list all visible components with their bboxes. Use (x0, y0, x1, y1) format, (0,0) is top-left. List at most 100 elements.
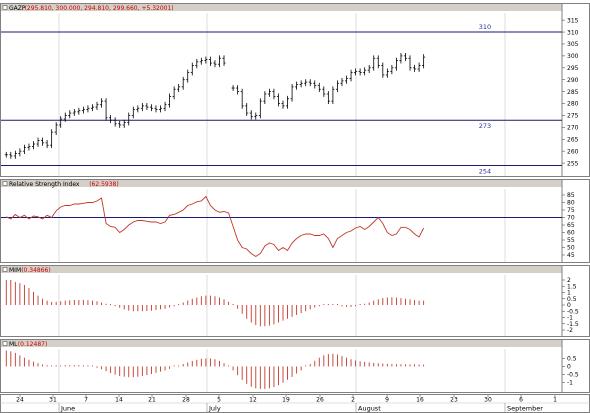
price-bar (45, 139, 49, 149)
month-label: August (358, 405, 381, 413)
x-tick-label: 23 (450, 397, 458, 404)
price-bar (245, 103, 249, 116)
price-bar (399, 53, 403, 64)
price-bar (163, 101, 167, 112)
price-bar (403, 53, 407, 62)
price-bar (9, 151, 13, 159)
month-label: September (507, 405, 543, 413)
pane-frame (0, 3, 590, 177)
price-bar (122, 119, 126, 128)
y-tick-label: 305 (567, 41, 579, 48)
price-bar (86, 105, 90, 113)
price-bar (217, 55, 221, 68)
y-tick-label: 310 (567, 29, 579, 36)
x-tick-label: 30 (484, 397, 492, 404)
price-bar (340, 78, 344, 87)
price-bar (4, 151, 8, 158)
price-bar (345, 75, 349, 84)
price-bar (276, 93, 280, 107)
x-tick-label: 7 (84, 397, 88, 404)
price-bar (145, 103, 149, 110)
y-tick-label: 60 (567, 230, 575, 237)
y-tick-label: 1.5 (567, 283, 577, 290)
price-bar (363, 67, 367, 76)
y-tick-label: 285 (567, 89, 579, 96)
price-bar (335, 80, 339, 93)
x-tick-label: 2 (351, 397, 355, 404)
price-bar (358, 68, 362, 76)
month-label: July (208, 405, 221, 413)
price-bar (181, 76, 185, 90)
rsi-line (6, 195, 425, 258)
price-bar (290, 83, 294, 102)
price-bar (222, 55, 226, 66)
price-bar (36, 137, 40, 147)
price-bar (177, 83, 181, 93)
reference-line-label: 310 (479, 23, 491, 31)
price-bar (385, 68, 389, 78)
price-bar (313, 80, 317, 89)
x-tick-label: 6 (519, 397, 523, 404)
pane-title: ML (9, 341, 18, 348)
price-bar (299, 80, 303, 88)
price-bar (59, 116, 63, 128)
price-bar (308, 79, 312, 87)
y-tick-label: 0 (567, 364, 571, 371)
pane-title: GAZP (9, 5, 26, 12)
price-bar (295, 81, 299, 90)
price-bar (100, 98, 104, 108)
y-tick-label: 0 (567, 302, 571, 309)
price-bar (204, 56, 208, 64)
y-tick-label: 290 (567, 77, 579, 84)
y-tick-label: -0.5 (567, 308, 579, 315)
x-tick-label: 26 (316, 397, 324, 404)
x-tick-label: 9 (385, 397, 389, 404)
price-bar (394, 57, 398, 71)
price-bar (199, 57, 203, 65)
price-bar (68, 110, 72, 119)
y-tick-label: 0.5 (567, 296, 577, 303)
price-bar (95, 101, 99, 110)
price-bar (408, 55, 412, 71)
y-tick-label: 255 (567, 160, 579, 167)
price-bar (304, 79, 308, 87)
price-bar (367, 64, 371, 74)
price-bar (354, 68, 358, 76)
price-bar (381, 62, 385, 78)
price-bar (249, 110, 253, 120)
x-tick-label: 16 (416, 397, 424, 404)
price-bar (326, 91, 330, 105)
price-bar (286, 95, 290, 109)
price-bar (113, 117, 117, 127)
pane-2: Relative Strength Index (62.5938) 45505560… (0, 179, 590, 263)
price-bar (136, 105, 140, 113)
x-axis: 24 31 7 14 21 28 5 12 19 26 2 9 16 23 30 6 1 June July Augu… (0, 394, 590, 413)
price-bar (258, 98, 262, 119)
y-tick-label: 75 (567, 207, 575, 214)
price-bar (63, 112, 67, 122)
price-bar (208, 56, 212, 66)
y-tick-label: -0.5 (567, 372, 579, 379)
pane-header (1, 340, 562, 347)
x-tick-label: 31 (49, 397, 57, 404)
pane-header-values: (295.810, 300.000, 294.810, 299.660, +5.… (25, 5, 174, 12)
pane-header (1, 180, 562, 187)
y-tick-label: 265 (567, 136, 579, 143)
y-tick-label: 50 (567, 245, 575, 252)
price-bar (422, 54, 426, 69)
y-tick-label: 45 (567, 252, 575, 259)
price-bar (159, 105, 163, 113)
pane-header-values: (62.5938) (89, 181, 119, 188)
price-bar (272, 88, 276, 100)
header-checkbox (2, 5, 8, 10)
y-tick-label: 80 (567, 200, 575, 207)
price-bar (213, 60, 217, 68)
price-bar (331, 86, 335, 105)
x-tick-label: 28 (182, 397, 190, 404)
price-bar (149, 104, 153, 112)
pane-header (1, 4, 562, 11)
price-bar (376, 55, 380, 69)
price-bar (317, 82, 321, 93)
x-tick-label: 5 (217, 397, 221, 404)
price-bar (154, 105, 158, 113)
